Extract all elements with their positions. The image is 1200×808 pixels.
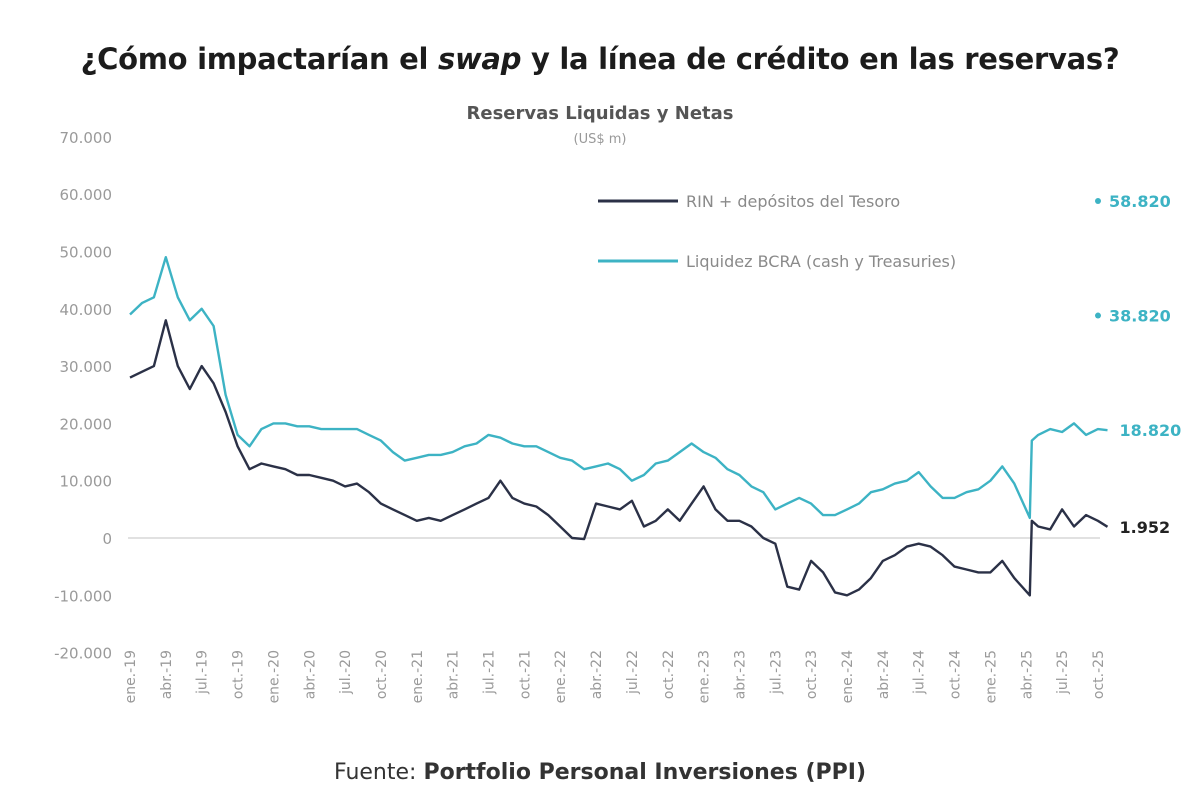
x-tick-label: jul.-20 <box>338 650 354 695</box>
x-tick-label: oct.-24 <box>948 650 964 699</box>
x-tick-label: ene.-22 <box>553 650 569 703</box>
chart-title: Reservas Liquidas y Netas <box>466 103 734 124</box>
x-tick-label: abr.-23 <box>732 650 748 699</box>
y-tick-label: 50.000 <box>60 244 113 262</box>
x-tick-label: ene.-21 <box>410 650 426 703</box>
y-tick-label: 30.000 <box>60 358 113 376</box>
x-tick-label: ene.-25 <box>983 650 999 703</box>
source-note: Fuente: Portfolio Personal Inversiones (… <box>0 760 1200 785</box>
series-line-rin <box>129 319 1109 597</box>
y-tick-label: 70.000 <box>60 129 113 147</box>
source-name: Portfolio Personal Inversiones (PPI) <box>423 760 866 785</box>
x-tick-label: abr.-22 <box>589 650 605 699</box>
x-tick-label: ene.-24 <box>840 650 856 704</box>
page-title: ¿Cómo impactarían el swap y la línea de … <box>0 42 1200 76</box>
x-tick-label: jul.-23 <box>768 650 784 695</box>
y-tick-label: 0 <box>102 530 112 548</box>
y-tick-label: 10.000 <box>60 473 113 491</box>
x-tick-label: abr.-24 <box>876 650 892 699</box>
y-tick-label: 60.000 <box>60 186 113 204</box>
x-tick-label: abr.-21 <box>446 650 462 699</box>
y-tick-label: 40.000 <box>60 301 113 319</box>
x-tick-label: oct.-22 <box>661 650 677 699</box>
x-tick-label: abr.-20 <box>302 650 318 699</box>
annotation-label: 38.820 <box>1109 307 1171 326</box>
x-tick-label: abr.-25 <box>1019 650 1035 699</box>
x-tick-label: jul.-24 <box>912 650 928 695</box>
x-tick-label: jul.-19 <box>195 650 211 695</box>
title-italic: swap <box>437 42 522 76</box>
x-tick-label: jul.-21 <box>482 650 498 695</box>
x-tick-label: oct.-25 <box>1091 650 1107 699</box>
x-tick-label: ene.-23 <box>697 650 713 703</box>
x-tick-label: oct.-19 <box>231 650 247 699</box>
end-value-label: 18.820 <box>1120 421 1182 440</box>
x-tick-label: oct.-20 <box>374 650 390 699</box>
series-line-liquidez <box>129 256 1108 520</box>
y-tick-label: -10.000 <box>54 587 112 605</box>
x-tick-label: oct.-23 <box>804 650 820 699</box>
annotation-marker <box>1095 312 1101 319</box>
x-tick-label: abr.-19 <box>159 650 175 699</box>
x-tick-label: ene.-20 <box>266 650 282 703</box>
title-text: ¿Cómo impactarían el <box>80 42 438 76</box>
chart-unit: (US$ m) <box>573 132 627 147</box>
annotation-marker <box>1095 197 1101 204</box>
y-tick-label: -20.000 <box>54 645 112 663</box>
y-tick-label: 20.000 <box>60 415 113 433</box>
legend-label: Liquidez BCRA (cash y Treasuries) <box>686 252 956 271</box>
legend-label: RIN + depósitos del Tesoro <box>686 192 900 211</box>
x-tick-label: jul.-22 <box>625 650 641 695</box>
x-tick-label: oct.-21 <box>517 650 533 699</box>
x-tick-label: ene.-19 <box>123 650 139 703</box>
title-text-end: y la línea de crédito en las reservas? <box>521 42 1120 76</box>
annotation-label: 58.820 <box>1109 192 1171 211</box>
x-tick-label: jul.-25 <box>1055 650 1071 695</box>
end-value-label: 1.952 <box>1120 518 1171 537</box>
source-prefix: Fuente: <box>334 760 424 785</box>
